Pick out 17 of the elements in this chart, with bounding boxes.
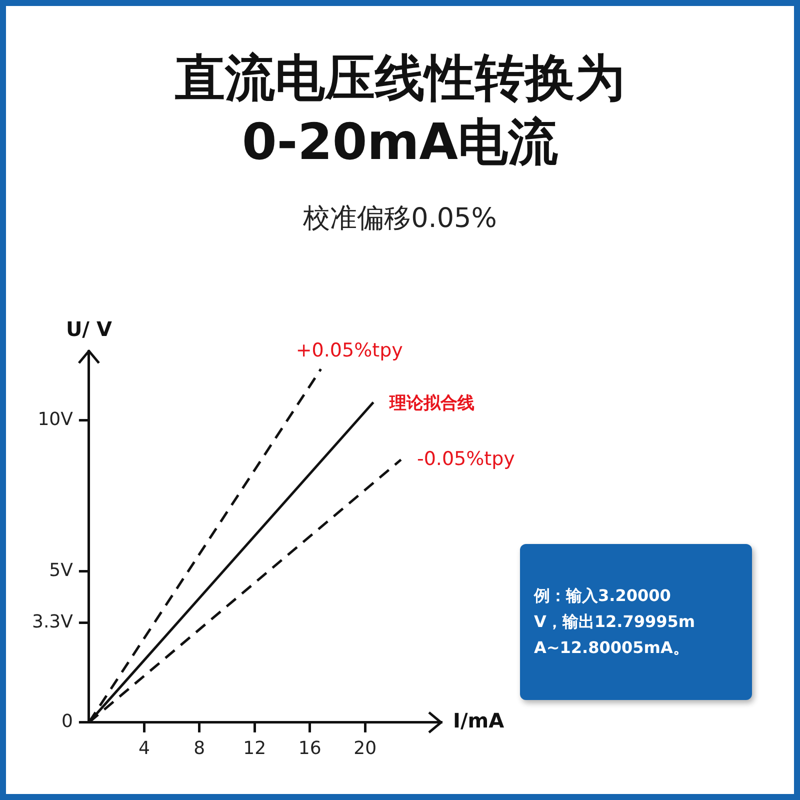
y-tick-label: 10V xyxy=(38,409,74,430)
series-label: -0.05%tpy xyxy=(416,448,515,470)
series-label: 理论拟合线 xyxy=(388,393,474,414)
x-tick-label: 4 xyxy=(138,738,150,759)
x-axis-title: I/mA xyxy=(453,708,505,733)
y-tick-label: 0 xyxy=(61,711,73,732)
text: 例：输入3.20000V，输出12.79995mA~12.80005mA。 xyxy=(534,585,696,659)
x-tick-label: 20 xyxy=(354,738,377,759)
y-tick-label: 5V xyxy=(49,560,74,582)
series-label: +0.05%tpy xyxy=(296,340,403,362)
x-tick-label: 8 xyxy=(194,738,206,759)
y-tick-label: 3.3V xyxy=(32,611,74,632)
y-axis-title: U/ V xyxy=(66,317,112,342)
chart-subtitle: 校准偏移0.05% xyxy=(302,202,498,236)
x-tick-label: 12 xyxy=(243,738,266,759)
chart-title: 直流电压线性转换为 0-20mA电流 xyxy=(174,48,626,173)
x-tick-label: 16 xyxy=(298,738,322,759)
